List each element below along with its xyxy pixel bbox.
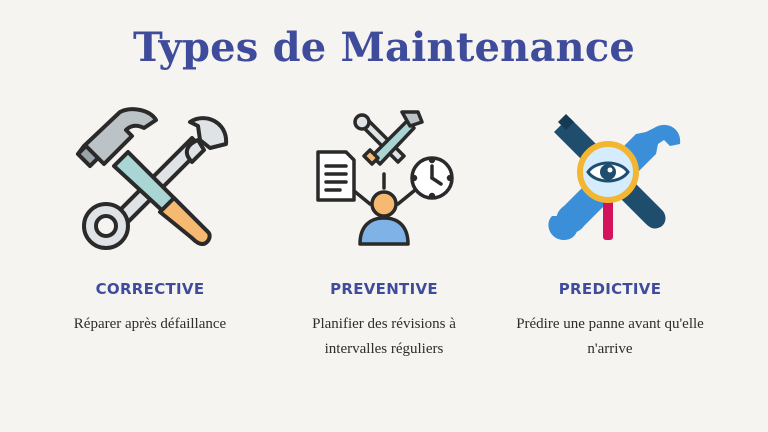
maintenance-type-label: PREDICTIVE bbox=[558, 280, 662, 298]
schedule-network-icon bbox=[316, 110, 454, 246]
maintenance-type-predictive: PREDICTIVE Prédire une panne avant qu'el… bbox=[482, 100, 738, 362]
maintenance-type-description: Réparer après défaillance bbox=[73, 316, 227, 332]
maintenance-type-label: CORRECTIVE bbox=[95, 280, 205, 298]
maintenance-type-preventive: PREVENTIVE Planifier des révisions à int… bbox=[256, 100, 512, 362]
maintenance-type-description: Prédire une panne avant qu'elle n'arrive bbox=[516, 316, 704, 357]
page-title: Types de Maintenance bbox=[132, 24, 636, 71]
maintenance-type-description: Planifier des révisions à intervalles ré… bbox=[312, 316, 456, 357]
hammer-wrench-icon bbox=[76, 107, 229, 250]
maintenance-type-label: PREVENTIVE bbox=[330, 280, 438, 298]
maintenance-type-corrective: CORRECTIVE Réparer après défaillance bbox=[22, 100, 278, 337]
tools-magnifier-eye-icon bbox=[548, 114, 681, 240]
